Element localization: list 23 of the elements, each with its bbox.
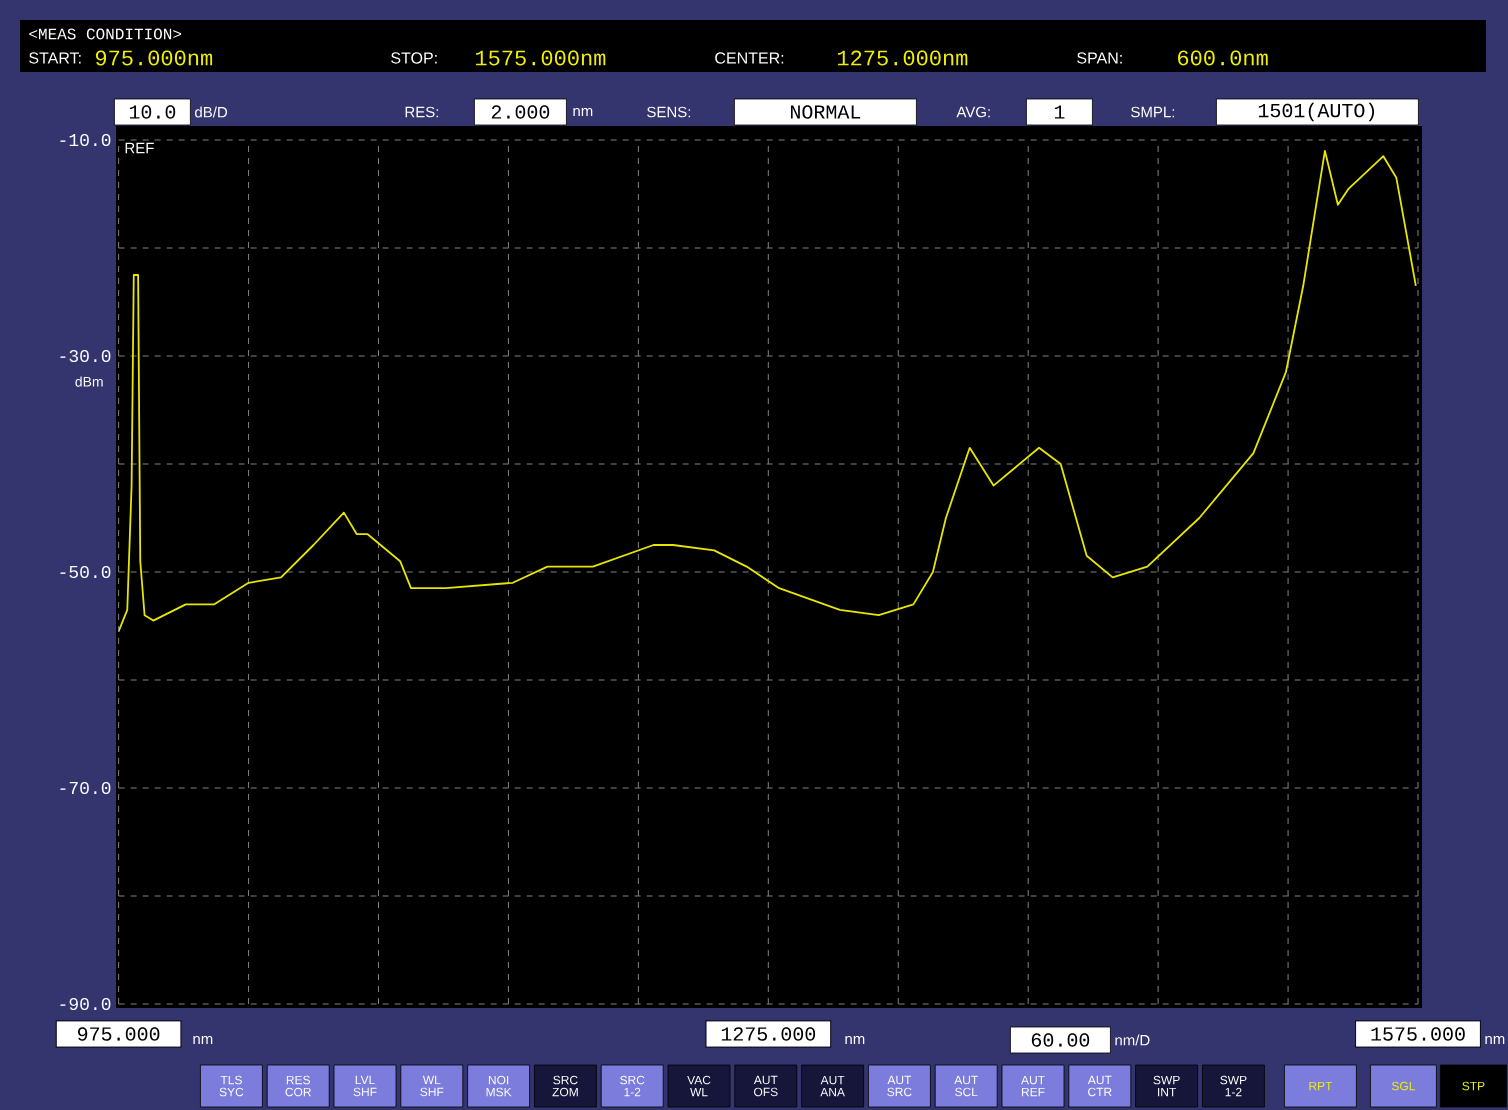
text: CENTER: <box>715 52 784 64</box>
y-tick-label: -50.0 <box>60 565 111 579</box>
y-tick-label: -90.0 <box>60 997 111 1011</box>
text: NORMAL <box>790 105 861 119</box>
text: 1501(AUTO) <box>1258 102 1375 122</box>
text: 60.00 <box>1031 1033 1090 1047</box>
y-tick-label: -30.0 <box>60 349 111 363</box>
text: 600.0nm <box>1178 50 1268 66</box>
y-tick-label: -70.0 <box>60 781 111 795</box>
text: 975.000nm <box>95 50 213 66</box>
text: START: <box>29 52 81 64</box>
text: STOP: <box>391 52 437 64</box>
x-tick-label: 1275.000 <box>721 1027 816 1041</box>
text: 1 <box>1054 105 1065 119</box>
text: 2.000 <box>491 105 550 119</box>
x-tick-label: 1575.000 <box>1371 1027 1465 1041</box>
text: 1275.000nm <box>838 50 968 66</box>
text: SPAN: <box>1077 52 1122 64</box>
x-tick-label: 975.000 <box>77 1027 160 1041</box>
chart-title: <MEAS CONDITION> <box>29 28 182 40</box>
text: 1575.000nm <box>476 50 606 66</box>
text: 10.0 <box>129 105 176 119</box>
y-tick-label: -10.0 <box>60 133 111 147</box>
